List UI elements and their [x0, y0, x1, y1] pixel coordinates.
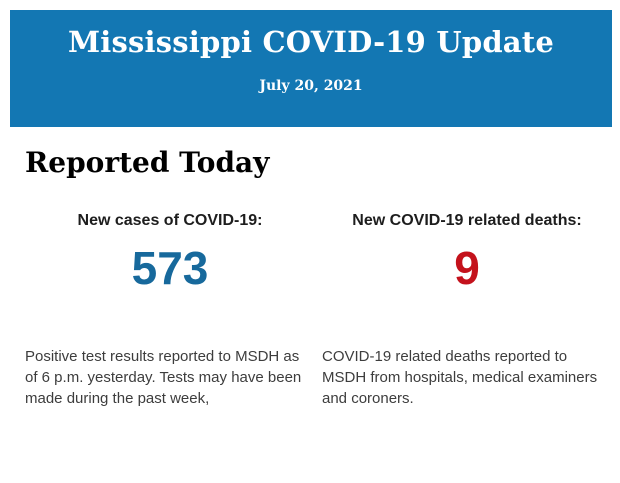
stat-card-new-cases: New cases of COVID-19: 573 Positive test…: [25, 212, 315, 409]
new-deaths-description: COVID-19 related deaths reported to MSDH…: [322, 347, 598, 407]
new-cases-description: Positive test results reported to MSDH a…: [25, 347, 302, 407]
report-date: July 20, 2021: [259, 78, 363, 95]
new-cases-label: New cases of COVID-19:: [77, 211, 263, 229]
new-deaths-label: New COVID-19 related deaths:: [352, 211, 582, 229]
report-content: Reported Today New cases of COVID-19: 57…: [25, 127, 615, 409]
masthead-banner: Mississippi COVID-19 Update July 20, 202…: [10, 10, 612, 127]
page-title: Mississippi COVID-19 Update: [67, 25, 555, 59]
new-deaths-value: 9: [454, 241, 480, 294]
stats-columns: New cases of COVID-19: 573 Positive test…: [25, 212, 615, 409]
section-heading: Reported Today: [25, 146, 270, 179]
stat-card-new-deaths: New COVID-19 related deaths: 9 COVID-19 …: [322, 212, 612, 409]
new-cases-value: 573: [131, 241, 209, 294]
